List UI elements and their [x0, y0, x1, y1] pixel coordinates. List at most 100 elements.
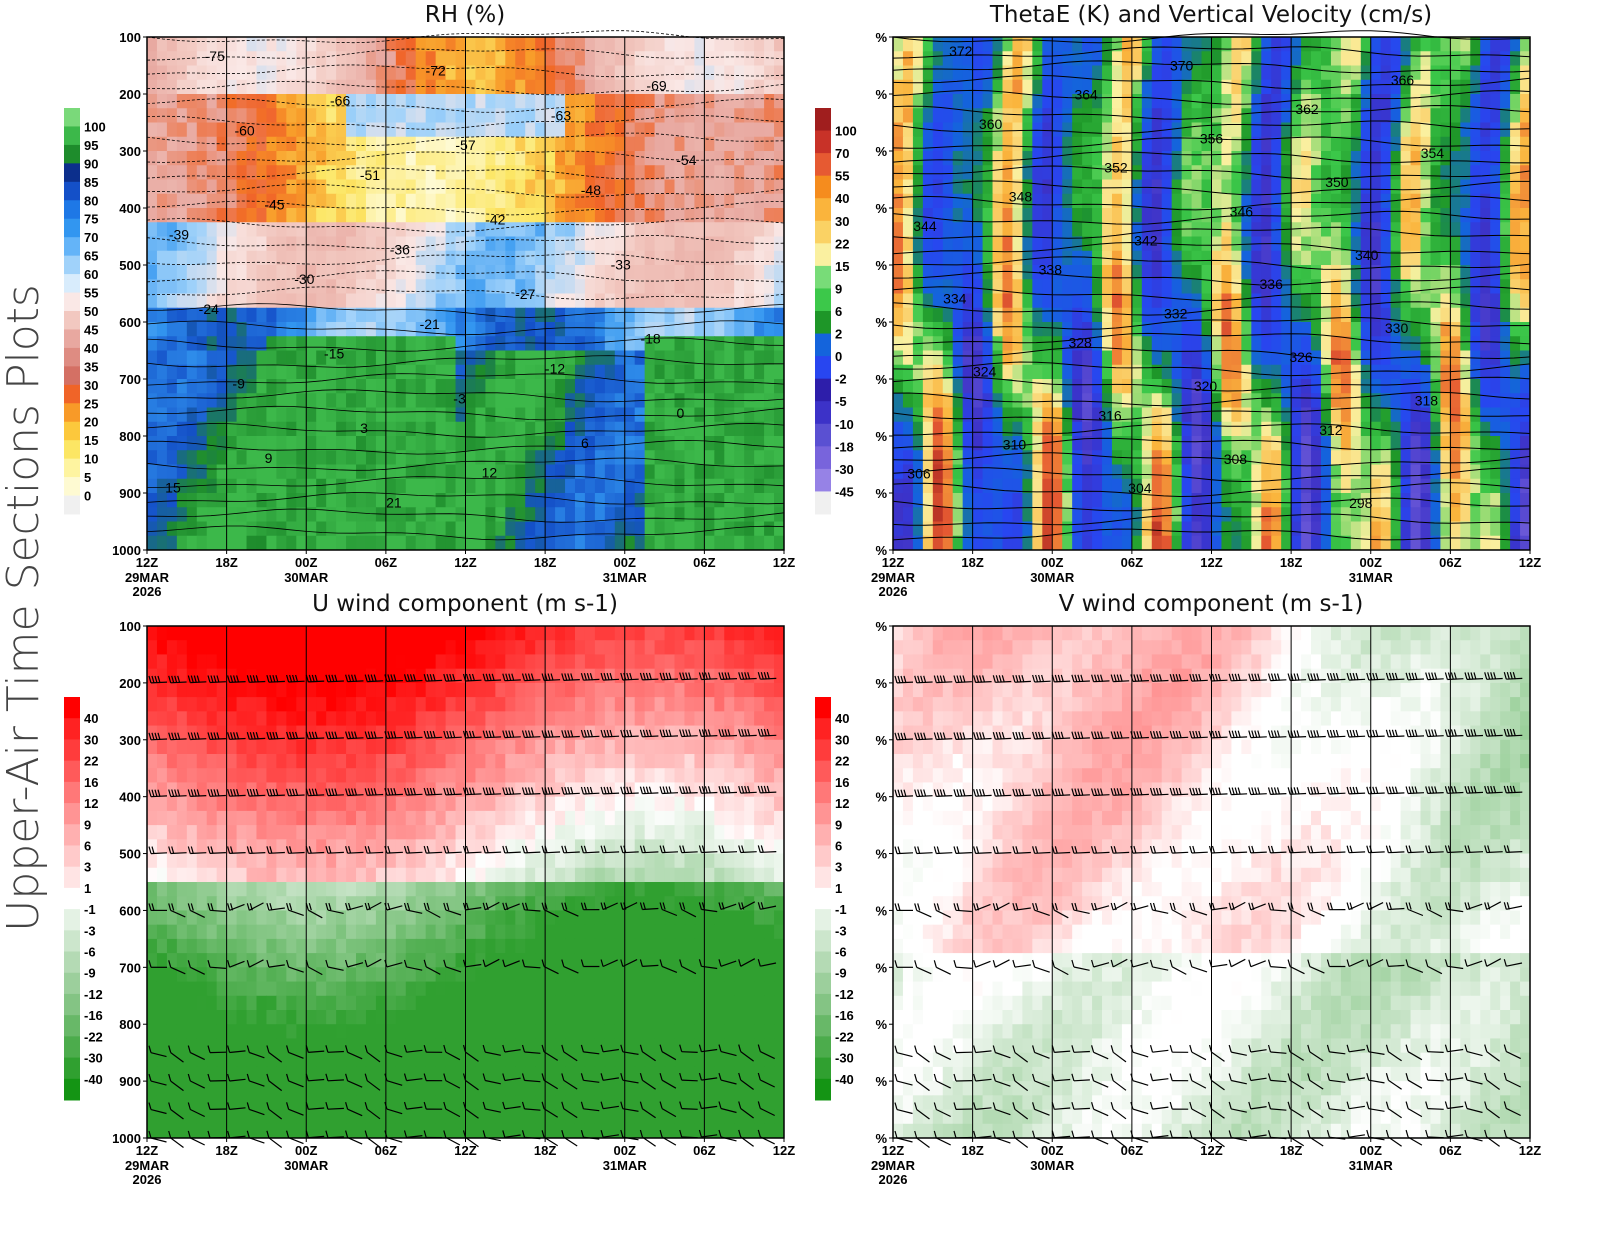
field-cell: [1420, 279, 1432, 295]
field-cell: [1440, 136, 1451, 152]
field-cell: [1072, 421, 1083, 437]
field-cell: [893, 493, 904, 508]
field-cell: [1480, 37, 1491, 52]
field-cell: [246, 179, 258, 195]
field-cell: [1161, 136, 1173, 152]
field-cell: [395, 279, 407, 295]
field-cell: [1430, 279, 1442, 295]
field-cell: [614, 122, 626, 138]
x-date-label: 31MAR: [603, 570, 648, 585]
field-cell: [1480, 307, 1491, 323]
y-tick-label: %: [875, 144, 887, 159]
field-cell: [1042, 122, 1053, 138]
field-cell: [1121, 407, 1133, 423]
field-cell: [375, 265, 387, 280]
field-cell: [1002, 293, 1014, 309]
field-cell: [1241, 364, 1252, 380]
field-cell: [684, 151, 696, 166]
field-cell: [774, 478, 784, 494]
field-cell: [276, 379, 287, 394]
field-cell: [306, 350, 317, 366]
field-cell: [306, 535, 317, 550]
field-cell: [1301, 165, 1312, 181]
field-cell: [505, 493, 516, 508]
x-tick-label: 00Z: [295, 555, 317, 570]
field-cell: [196, 51, 208, 67]
field-cell: [1141, 94, 1153, 109]
field-cell: [336, 79, 347, 95]
field-cell: [385, 108, 397, 124]
field-cell: [216, 350, 228, 366]
field-cell: [515, 250, 526, 266]
field-cell: [1102, 350, 1113, 366]
field-cell: [1370, 265, 1382, 280]
field-cell: [644, 293, 656, 309]
field-cell: [1420, 136, 1432, 152]
field-cell: [674, 379, 686, 394]
field-cell: [395, 179, 407, 195]
field-cell: [565, 265, 576, 280]
field-cell: [584, 65, 596, 81]
field-cell: [455, 193, 467, 209]
field-cell: [1380, 293, 1392, 309]
field-cell: [734, 108, 745, 124]
field-cell: [206, 393, 218, 409]
field-cell: [962, 122, 974, 138]
field-cell: [1400, 464, 1412, 480]
field-cell: [206, 179, 218, 195]
field-cell: [734, 364, 745, 380]
field-cell: [1121, 379, 1133, 394]
field-cell: [1191, 478, 1203, 494]
field-cell: [525, 626, 536, 641]
field-cell: [1430, 293, 1442, 309]
field-cell: [286, 250, 297, 266]
field-cell: [445, 208, 457, 223]
field-cell: [316, 222, 327, 238]
field-cell: [584, 421, 596, 437]
field-cell: [893, 364, 904, 380]
field-cell: [276, 208, 287, 223]
field-cell: [385, 265, 397, 280]
field-cell: [475, 179, 486, 195]
field-cell: [1072, 535, 1083, 550]
field-cell: [147, 407, 158, 423]
field-cell: [365, 265, 377, 280]
field-cell: [256, 65, 268, 81]
field-cell: [375, 65, 387, 81]
field-cell: [266, 336, 277, 352]
field-cell: [1271, 379, 1282, 394]
field-cell: [385, 507, 397, 523]
field-cell: [1320, 421, 1332, 437]
field-cell: [764, 236, 775, 252]
field-cell: [704, 193, 715, 209]
field-cell: [902, 222, 914, 238]
field-cell: [465, 208, 477, 223]
field-cell: [226, 478, 238, 494]
field-cell: [764, 322, 775, 337]
field-cell: [326, 122, 337, 138]
field-cell: [1161, 322, 1173, 337]
field-cell: [186, 407, 198, 423]
field-cell: [893, 293, 904, 309]
colorbar-label: 10: [84, 452, 98, 467]
field-cell: [1330, 65, 1342, 81]
field-cell: [316, 94, 327, 109]
field-cell: [1042, 236, 1053, 252]
field-cell: [1510, 478, 1521, 494]
field-cell: [1141, 478, 1153, 494]
contour-label: -15: [324, 346, 344, 362]
field-cell: [734, 322, 745, 337]
field-cell: [624, 626, 636, 641]
field-cell: [1440, 307, 1451, 323]
field-cell: [1380, 179, 1392, 195]
field-cell: [1082, 507, 1093, 523]
field-cell: [594, 236, 606, 252]
field-cell: [952, 65, 964, 81]
field-cell: [186, 94, 198, 109]
field-cell: [1082, 65, 1093, 81]
field-cell: [1231, 51, 1242, 67]
field-cell: [306, 79, 317, 95]
field-cell: [156, 493, 168, 508]
field-cell: [962, 193, 974, 209]
field-cell: [296, 236, 307, 252]
